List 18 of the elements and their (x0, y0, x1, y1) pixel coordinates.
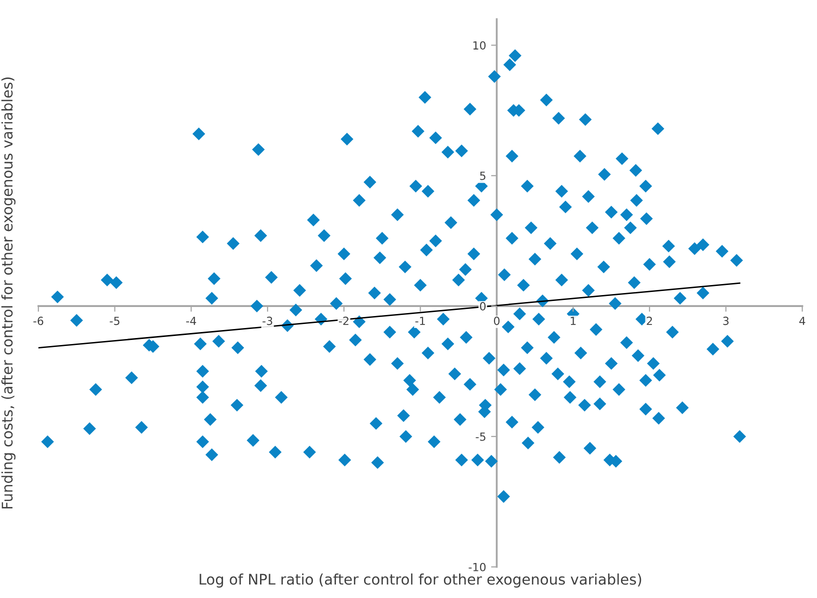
x-tick-label: 0 (494, 316, 500, 326)
x-tick-label: -6 (33, 316, 44, 326)
x-tick-label: -4 (186, 316, 196, 325)
y-tick-label: 5 (480, 172, 486, 180)
y-axis-title: Funding costs, (after control for other exogenous variables) (1, 77, 16, 508)
x-tick-label: 3 (723, 316, 729, 326)
x-tick-label: -3 (262, 316, 272, 326)
x-axis-title: Log of NPL ratio (after control for other exogenous variables) (200, 573, 642, 588)
x-tick-label: -5 (110, 316, 120, 326)
x-tick-label: 2 (646, 316, 652, 325)
x-tick-label: -2 (338, 316, 348, 325)
x-tick-label: 4 (799, 316, 806, 325)
y-tick-label: -5 (476, 432, 486, 441)
y-tick-label: -10 (468, 562, 486, 572)
y-tick-label: 0 (480, 302, 486, 310)
y-tick-label: 10 (473, 41, 486, 50)
x-tick-label: -1 (415, 316, 425, 325)
x-tick-label: 1 (570, 316, 576, 325)
